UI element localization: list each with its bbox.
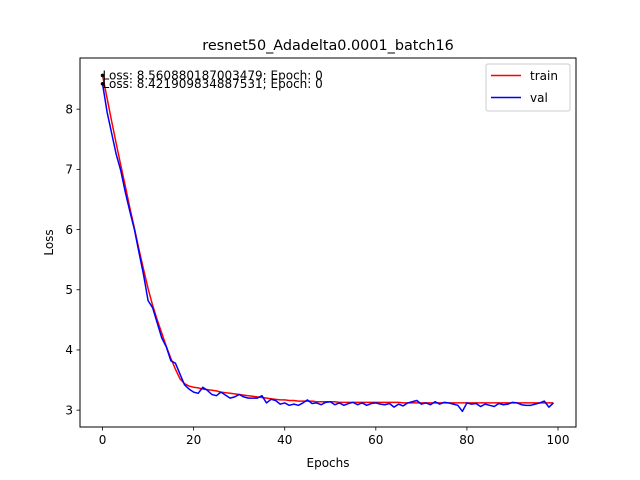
- x-tick-label: 60: [368, 433, 383, 447]
- annotation-marker: [100, 73, 105, 78]
- y-tick-label: 6: [65, 223, 73, 237]
- y-tick-label: 5: [65, 283, 73, 297]
- legend-label-train: train: [530, 69, 558, 83]
- y-axis-label: Loss: [42, 229, 56, 255]
- x-tick-label: 80: [459, 433, 474, 447]
- series-line-val: [101, 83, 554, 413]
- x-tick-label: 20: [186, 433, 201, 447]
- y-tick-label: 4: [65, 343, 73, 357]
- legend-label-val: val: [530, 91, 548, 105]
- x-axis-label: Epochs: [307, 456, 350, 470]
- plot-frame: [79, 57, 577, 428]
- annotation-label: Loss: 8.560880187003479; Epoch: 0: [103, 68, 323, 82]
- y-tick-label: 3: [65, 403, 73, 417]
- y-tick-label: 7: [65, 163, 73, 177]
- x-tick-label: 40: [277, 433, 292, 447]
- annotation-marker: [100, 81, 105, 86]
- x-tick-label: 0: [99, 433, 107, 447]
- legend: train val: [485, 63, 571, 112]
- y-tick-label: 8: [65, 102, 73, 116]
- annotation-label: Loss: 8.421909834887531; Epoch: 0: [103, 77, 323, 91]
- chart-title: resnet50_Adadelta0.0001_batch16: [202, 38, 454, 54]
- x-tick-label: 100: [547, 433, 570, 447]
